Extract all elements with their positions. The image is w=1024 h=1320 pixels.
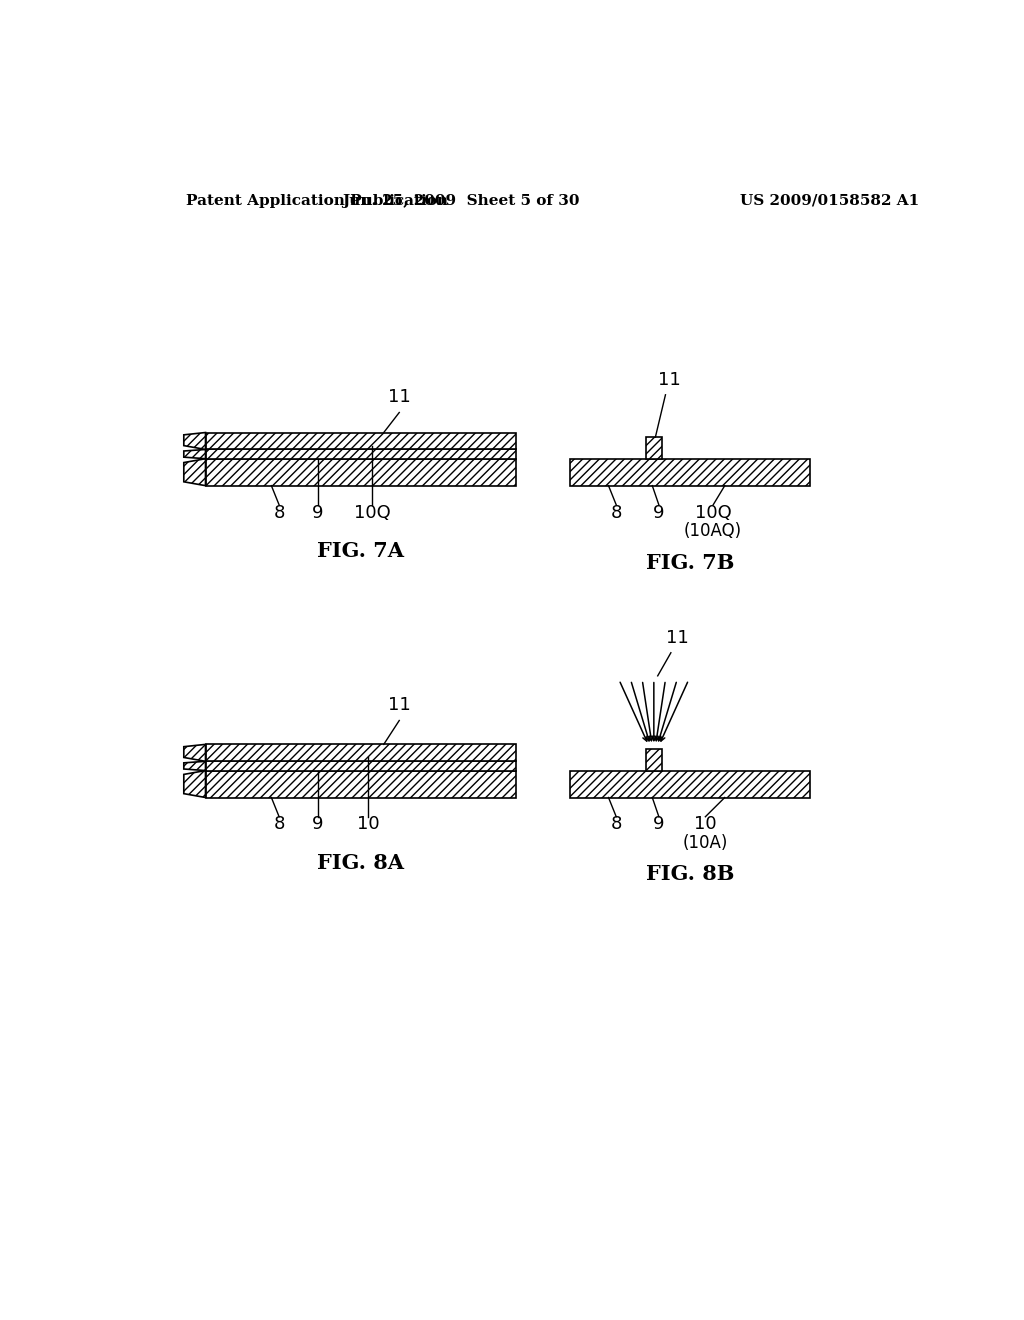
- Text: 8: 8: [610, 816, 622, 833]
- Text: 8: 8: [273, 504, 285, 521]
- Polygon shape: [183, 459, 206, 486]
- Text: 11: 11: [388, 388, 411, 407]
- Polygon shape: [183, 744, 206, 762]
- Bar: [206, 762, 515, 771]
- Bar: [206, 459, 515, 486]
- Polygon shape: [183, 433, 206, 449]
- Bar: [206, 744, 515, 762]
- Bar: [569, 771, 810, 797]
- Text: 9: 9: [653, 816, 665, 833]
- Text: 10: 10: [694, 816, 717, 833]
- Bar: [206, 449, 515, 459]
- Text: 11: 11: [666, 628, 688, 647]
- Text: (10AQ): (10AQ): [684, 523, 742, 540]
- Bar: [569, 459, 810, 486]
- Text: 11: 11: [658, 371, 681, 388]
- Polygon shape: [183, 449, 206, 459]
- Bar: [206, 433, 515, 449]
- Bar: [646, 437, 662, 459]
- Polygon shape: [183, 762, 206, 771]
- Text: Patent Application Publication: Patent Application Publication: [186, 194, 449, 207]
- Text: 11: 11: [388, 697, 411, 714]
- Text: 10Q: 10Q: [694, 504, 731, 521]
- Text: 8: 8: [610, 504, 622, 521]
- Text: FIG. 7A: FIG. 7A: [317, 541, 404, 561]
- Text: 8: 8: [273, 816, 285, 833]
- Bar: [206, 771, 515, 797]
- Text: FIG. 8B: FIG. 8B: [646, 865, 734, 884]
- Text: 9: 9: [312, 504, 324, 521]
- Text: 10: 10: [357, 816, 380, 833]
- Text: US 2009/0158582 A1: US 2009/0158582 A1: [740, 194, 920, 207]
- Text: Jun. 25, 2009  Sheet 5 of 30: Jun. 25, 2009 Sheet 5 of 30: [342, 194, 580, 207]
- Text: (10A): (10A): [683, 834, 728, 851]
- Polygon shape: [183, 771, 206, 797]
- Text: FIG. 7B: FIG. 7B: [646, 553, 734, 573]
- Text: 10Q: 10Q: [353, 504, 390, 521]
- Bar: [646, 748, 662, 771]
- Text: 9: 9: [312, 816, 324, 833]
- Text: 9: 9: [653, 504, 665, 521]
- Text: FIG. 8A: FIG. 8A: [317, 853, 404, 873]
